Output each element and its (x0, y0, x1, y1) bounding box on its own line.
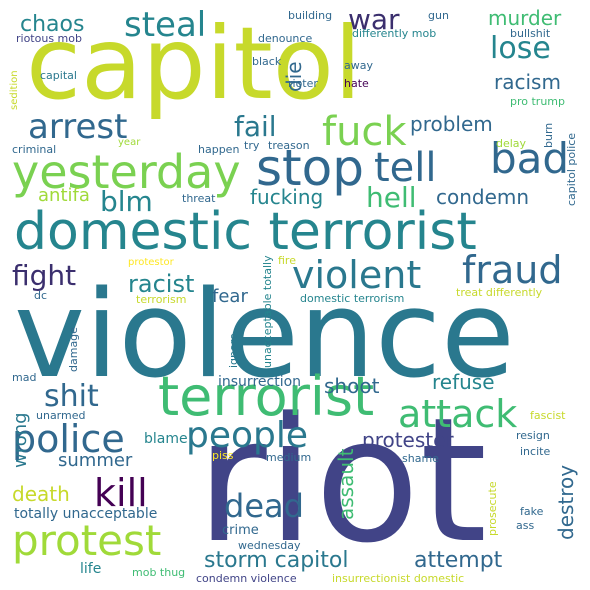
word-burn: burn (542, 122, 555, 148)
word-hell: hell (366, 181, 417, 214)
word-blm: blm (100, 185, 153, 218)
word-fail: fail (234, 110, 277, 143)
word-domestic-terrorist: domestic terrorist (14, 202, 477, 262)
word-death: death (12, 482, 70, 506)
word-kill: kill (94, 471, 148, 515)
word-attempt: attempt (414, 548, 503, 573)
word-people: people (186, 415, 309, 456)
word-away: away (344, 59, 373, 72)
word-refuse: refuse (432, 370, 495, 394)
word-totally-unacceptable: totally unacceptable (14, 506, 158, 522)
word-life: life (80, 561, 102, 577)
word-delay: delay (496, 137, 527, 150)
word-blame: blame (144, 431, 188, 447)
word-fear: fear (212, 286, 248, 307)
word-ignore: ignore (227, 333, 240, 368)
word-destroy: destroy (554, 464, 578, 540)
word-unacceptable-totally: unacceptable totally (261, 255, 274, 368)
word-mad: mad (12, 371, 37, 384)
word-differently-mob: differently mob (352, 27, 437, 40)
word-problem: problem (410, 112, 493, 136)
word-antifa: antifa (38, 185, 90, 206)
word-tell: tell (374, 145, 437, 191)
word-chaos: chaos (20, 12, 85, 37)
word-insurrectionist-domestic: insurrectionist domestic (332, 572, 465, 585)
word-summer: summer (58, 450, 133, 471)
word-lose: lose (490, 31, 551, 66)
word-protester: protester (362, 428, 454, 452)
word-assault: assault (334, 448, 358, 520)
word-wednesday: wednesday (238, 539, 301, 552)
word-arrest: arrest (28, 107, 128, 147)
word-yesterday: yesterday (12, 145, 241, 199)
word-murder: murder (488, 6, 562, 30)
word-shame: shame (402, 452, 439, 465)
word-riot: riot (196, 380, 488, 581)
word-fake: fake (520, 505, 544, 518)
word-crime: crime (222, 523, 259, 538)
word-wrong: wrong (10, 412, 31, 468)
word-stop: stop (256, 139, 364, 197)
word-condemn: condemn (436, 185, 530, 209)
word-denounce: denounce (258, 32, 313, 45)
word-protest: protest (12, 516, 162, 565)
word-ass: ass (516, 519, 535, 532)
word-war: war (348, 3, 400, 36)
word-violent: violent (292, 253, 422, 297)
word-fucking: fucking (250, 185, 324, 209)
word-dc: dc (34, 289, 48, 302)
word-resign: resign (516, 429, 550, 442)
word-sedition: sedition (9, 70, 20, 110)
word-pro-trump: pro trump (510, 95, 565, 108)
word-year: year (118, 137, 141, 148)
word-racism: racism (494, 70, 561, 94)
word-threat: threat (182, 192, 216, 205)
word-attack: attack (398, 392, 518, 436)
word-incite: incite (520, 445, 551, 458)
word-capital: capital (40, 69, 77, 82)
word-try: try (244, 139, 260, 152)
word-condemn-violence: condemn violence (196, 572, 297, 585)
word-happen: happen (198, 143, 240, 156)
word-treat-differently: treat differently (456, 286, 543, 299)
word-capitol-police: capitol police (565, 132, 578, 206)
word-prosecute: prosecute (486, 481, 499, 536)
word-fraud: fraud (462, 248, 563, 292)
word-terrorism: terrorism (136, 293, 187, 306)
word-rioter: rioter (288, 77, 318, 90)
word-black: black (252, 55, 282, 68)
word-fascist: fascist (530, 409, 566, 422)
word-storm-capitol: storm capitol (204, 548, 349, 573)
word-capitol: capitol (26, 5, 362, 122)
word-riotous-mob: riotous mob (16, 32, 82, 45)
word-terrorist: terrorist (158, 365, 375, 428)
word-treason: treason (268, 139, 310, 152)
word-dead: dead (224, 487, 304, 525)
word-domestic-terrorism: domestic terrorism (300, 292, 405, 305)
word-criminal: criminal (12, 143, 57, 156)
word-mob-thug: mob thug (132, 566, 186, 579)
word-protestor: protestor (128, 257, 174, 268)
word-gun: gun (428, 9, 449, 22)
word-police: police (12, 417, 125, 461)
word-shoot: shoot (324, 374, 380, 398)
word-building: building (288, 9, 333, 22)
word-racist: racist (128, 270, 195, 298)
word-unarmed: unarmed (36, 409, 86, 422)
word-damage: damage (67, 327, 80, 372)
word-fire: fire (278, 254, 296, 267)
word-steal: steal (124, 5, 207, 45)
word-bad: bad (490, 134, 570, 183)
word-fight: fight (12, 259, 77, 292)
word-piss: piss (212, 449, 234, 462)
word-hate: hate (344, 77, 369, 90)
word-insurrection: insurrection (218, 374, 302, 390)
word-shit: shit (44, 379, 99, 414)
word-bullshit: bullshit (510, 27, 551, 40)
word-violence: violence (14, 266, 515, 405)
word-fuck: fuck (322, 109, 407, 155)
word-medium: medium (266, 451, 312, 464)
